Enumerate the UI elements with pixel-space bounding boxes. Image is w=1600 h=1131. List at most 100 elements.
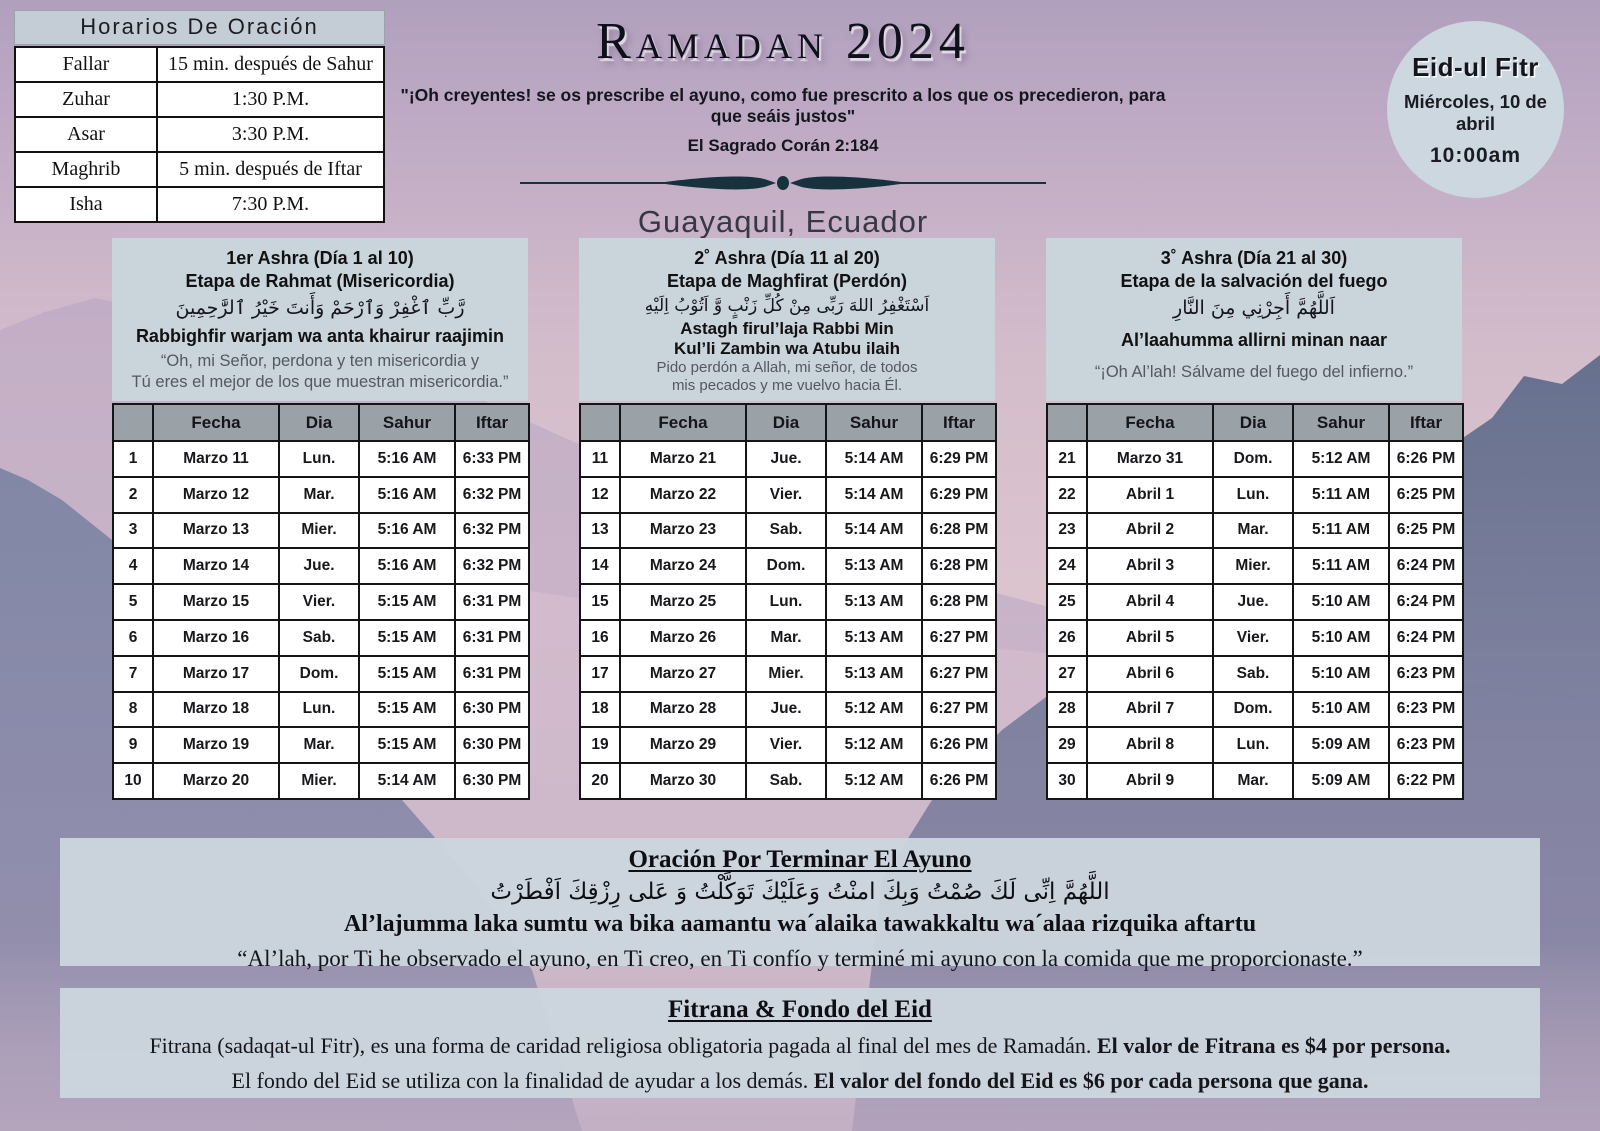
- table-cell: 6: [112, 618, 154, 657]
- table-cell: 6:23 PM: [1388, 654, 1464, 693]
- table-cell: 6:24 PM: [1388, 618, 1464, 657]
- header-block: Ramadan 2024 "¡Oh creyentes! se os presc…: [383, 12, 1183, 240]
- table-cell: 6:26 PM: [921, 726, 997, 765]
- table-cell: Marzo 17: [152, 654, 280, 693]
- table-cell: Marzo 21: [619, 440, 747, 478]
- table-cell: 5:16 AM: [358, 475, 456, 514]
- table-cell: Mier.: [1212, 547, 1294, 586]
- table-cell: 19: [579, 726, 621, 765]
- table-cell: 5:12 AM: [825, 762, 923, 800]
- location-label: Guayaquil, Ecuador: [637, 204, 929, 239]
- ashra-3-transliteration: Al’laahumma allirni minan naar: [1120, 329, 1388, 350]
- table-row: Fallar 15 min. después de Sahur: [14, 46, 385, 83]
- table-cell: Marzo 20: [152, 762, 280, 800]
- table-cell: Vier.: [745, 726, 827, 765]
- iftar-dua-translation: “Al’lah, por Ti he observado el ayuno, e…: [237, 946, 1363, 971]
- table-cell: Marzo 12: [152, 475, 280, 514]
- table-cell: Marzo 15: [152, 583, 280, 621]
- table-cell: 11: [579, 440, 621, 478]
- table-cell: Mar.: [745, 618, 827, 657]
- table-cell: 5:10 AM: [1292, 618, 1390, 657]
- table-cell: 5:09 AM: [1292, 726, 1390, 765]
- table-cell: Jue.: [1212, 583, 1294, 621]
- table-cell: Dom.: [1212, 690, 1294, 729]
- table-cell: 18: [579, 690, 621, 729]
- table-cell: Marzo 14: [152, 547, 280, 586]
- column-header: Fecha: [619, 403, 747, 442]
- table-cell: 5:12 AM: [1292, 440, 1390, 478]
- table-row: 29 Abril 8 Lun. 5:09 AM 6:23 PM: [1046, 726, 1464, 765]
- table-row: Asar 3:30 P.M.: [14, 116, 385, 153]
- table-cell: 6:28 PM: [921, 547, 997, 586]
- prayer-times-panel: Horarios De Oración Fallar 15 min. despué…: [14, 10, 385, 223]
- table-cell: Lun.: [278, 690, 360, 729]
- table-row: 19 Marzo 29 Vier. 5:12 AM 6:26 PM: [579, 726, 997, 765]
- table-row: 24 Abril 3 Mier. 5:11 AM 6:24 PM: [1046, 547, 1464, 586]
- table-cell: Asar: [14, 116, 158, 153]
- table-cell: Zuhar: [14, 81, 158, 118]
- table-cell: Marzo 31: [1086, 440, 1214, 478]
- table-cell: Mier.: [278, 511, 360, 550]
- table-row: 1 Marzo 11 Lun. 5:16 AM 6:33 PM: [112, 440, 530, 478]
- table-row: 7 Marzo 17 Dom. 5:15 AM 6:31 PM: [112, 654, 530, 693]
- table-cell: Jue.: [278, 547, 360, 586]
- table-cell: 6:31 PM: [454, 654, 530, 693]
- table-cell: 6:26 PM: [921, 762, 997, 800]
- ashra-1-subtitle: Etapa de Rahmat (Misericordia): [185, 270, 455, 291]
- column-header: Sahur: [358, 403, 456, 442]
- table-row: 10 Marzo 20 Mier. 5:14 AM 6:30 PM: [112, 762, 530, 800]
- table-row: 17 Marzo 27 Mier. 5:13 AM 6:27 PM: [579, 654, 997, 693]
- table-cell: 5:12 AM: [825, 690, 923, 729]
- table-cell: Fallar: [14, 46, 158, 83]
- table-cell: 6:28 PM: [921, 583, 997, 621]
- table-cell: Abril 9: [1086, 762, 1214, 800]
- eid-date: Miércoles, 10 de abril: [1404, 90, 1547, 134]
- table-cell: Mar.: [1212, 762, 1294, 800]
- table-cell: Lun.: [278, 440, 360, 478]
- fitrana-section: Fitrana & Fondo del Eid Fitrana (sadaqat…: [60, 988, 1540, 1098]
- ornamental-divider-icon: [520, 176, 1046, 190]
- column-header: Dia: [745, 403, 827, 442]
- table-cell: Marzo 18: [152, 690, 280, 729]
- table-cell: Sab.: [745, 511, 827, 550]
- column-header: [1046, 403, 1088, 442]
- table-cell: 1: [112, 440, 154, 478]
- table-cell: 6:22 PM: [1388, 762, 1464, 800]
- table-cell: 5:13 AM: [825, 654, 923, 693]
- table-row: 6 Marzo 16 Sab. 5:15 AM 6:31 PM: [112, 618, 530, 657]
- table-cell: Marzo 19: [152, 726, 280, 765]
- table-cell: Abril 5: [1086, 618, 1214, 657]
- table-cell: 6:32 PM: [454, 511, 530, 550]
- table-cell: Vier.: [278, 583, 360, 621]
- table-cell: Mier.: [745, 654, 827, 693]
- table-row: 25 Abril 4 Jue. 5:10 AM 6:24 PM: [1046, 583, 1464, 621]
- table-row: 13 Marzo 23 Sab. 5:14 AM 6:28 PM: [579, 511, 997, 550]
- table-cell: 5:11 AM: [1292, 547, 1390, 586]
- table-cell: 6:27 PM: [921, 690, 997, 729]
- table-cell: 1:30 P.M.: [156, 81, 385, 118]
- table-cell: Abril 1: [1086, 475, 1214, 514]
- table-cell: 7: [112, 654, 154, 693]
- table-cell: 12: [579, 475, 621, 514]
- table-row: 4 Marzo 14 Jue. 5:16 AM 6:32 PM: [112, 547, 530, 586]
- table-cell: 5:11 AM: [1292, 475, 1390, 514]
- table-cell: 5:14 AM: [825, 440, 923, 478]
- table-cell: Marzo 16: [152, 618, 280, 657]
- table-cell: 4: [112, 547, 154, 586]
- table-cell: 6:25 PM: [1388, 511, 1464, 550]
- table-row: 30 Abril 9 Mar. 5:09 AM 6:22 PM: [1046, 762, 1464, 800]
- ashra-3-arabic-dua: اَللَّهُمَّ أَجِرْنِي مِنَ النَّارِ: [1173, 297, 1335, 319]
- table-cell: 29: [1046, 726, 1088, 765]
- table-cell: 15: [579, 583, 621, 621]
- table-cell: Marzo 30: [619, 762, 747, 800]
- table-row: 20 Marzo 30 Sab. 5:12 AM 6:26 PM: [579, 762, 997, 800]
- table-cell: 5:16 AM: [358, 511, 456, 550]
- ashra-2-title: 2˚ Ashra (Día 11 al 20): [694, 248, 880, 268]
- table-header-row: Fecha Dia Sahur Iftar: [1046, 403, 1464, 442]
- table-cell: 5: [112, 583, 154, 621]
- column-header: Fecha: [1086, 403, 1214, 442]
- table-cell: Marzo 28: [619, 690, 747, 729]
- table-cell: 5:13 AM: [825, 618, 923, 657]
- table-cell: 13: [579, 511, 621, 550]
- table-cell: 28: [1046, 690, 1088, 729]
